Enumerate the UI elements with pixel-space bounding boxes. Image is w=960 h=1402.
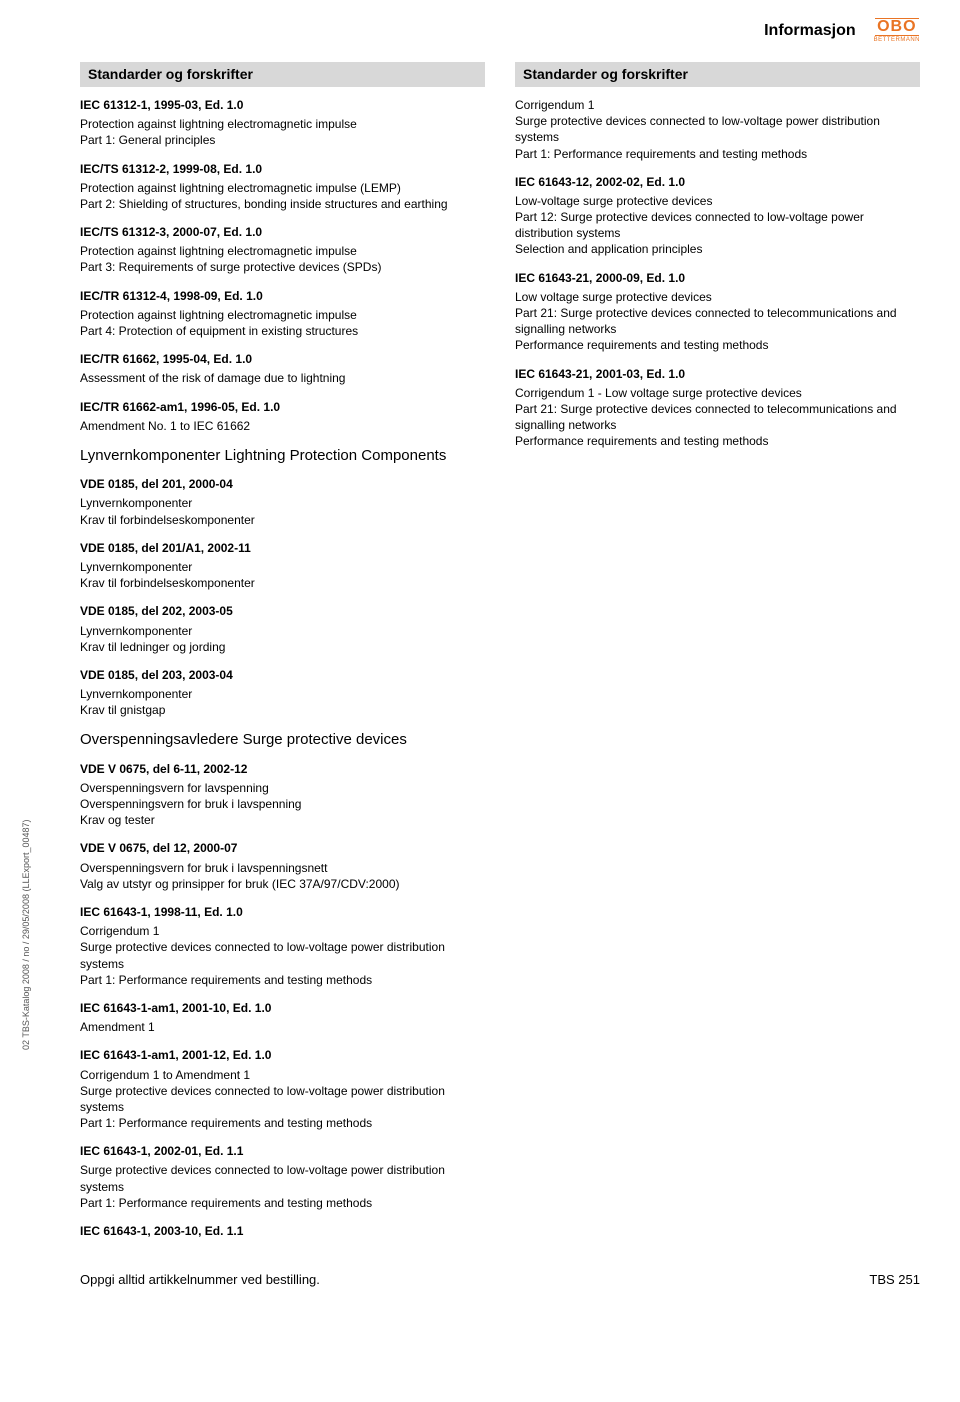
right-section-header: Standarder og forskrifter xyxy=(515,62,920,87)
entry-title: VDE V 0675, del 12, 2000-07 xyxy=(80,840,485,856)
entry-title: IEC 61643-1-am1, 2001-10, Ed. 1.0 xyxy=(80,1000,485,1016)
entry-body: Lynvernkomponenter Krav til forbindelses… xyxy=(80,559,485,591)
entry-title: IEC/TS 61312-3, 2000-07, Ed. 1.0 xyxy=(80,224,485,240)
entry-body: Protection against lightning electromagn… xyxy=(80,243,485,275)
standard-entry: IEC/TS 61312-2, 1999-08, Ed. 1.0 Protecti… xyxy=(80,161,485,213)
standard-entry: VDE 0185, del 203, 2003-04 Lynvernkompone… xyxy=(80,667,485,719)
entry-title: VDE 0185, del 201, 2000-04 xyxy=(80,476,485,492)
entry-title: IEC 61643-21, 2000-09, Ed. 1.0 xyxy=(515,270,920,286)
entry-body: Surge protective devices connected to lo… xyxy=(80,1162,485,1211)
entry-title: VDE 0185, del 201/A1, 2002-11 xyxy=(80,540,485,556)
entry-body: Corrigendum 1 - Low voltage surge protec… xyxy=(515,385,920,450)
standard-entry: IEC 61643-12, 2002-02, Ed. 1.0 Low-voltag… xyxy=(515,174,920,258)
entry-title: VDE V 0675, del 6-11, 2002-12 xyxy=(80,761,485,777)
standard-entry: IEC 61643-21, 2001-03, Ed. 1.0 Corrigendu… xyxy=(515,366,920,450)
page-header: Informasjon OBO BETTERMANN xyxy=(80,18,920,44)
entry-body: Overspenningsvern for bruk i lavspenning… xyxy=(80,860,485,892)
entry-title: IEC 61643-1, 2003-10, Ed. 1.1 xyxy=(80,1223,485,1239)
brand-logo: OBO BETTERMANN xyxy=(874,18,920,44)
entry-title: IEC 61643-12, 2002-02, Ed. 1.0 xyxy=(515,174,920,190)
standard-entry: VDE 0185, del 202, 2003-05 Lynvernkompone… xyxy=(80,603,485,655)
entry-body: Lynvernkomponenter Krav til ledninger og… xyxy=(80,623,485,655)
logo-text-bottom: BETTERMANN xyxy=(874,36,920,44)
entry-body: Amendment 1 xyxy=(80,1019,485,1035)
left-column: Standarder og forskrifter IEC 61312-1, 1… xyxy=(80,62,485,1251)
footer-page-number: TBS 251 xyxy=(869,1271,920,1289)
entry-title: IEC/TR 61662-am1, 1996-05, Ed. 1.0 xyxy=(80,399,485,415)
standard-entry: IEC 61643-1-am1, 2001-10, Ed. 1.0 Amendme… xyxy=(80,1000,485,1035)
header-title: Informasjon xyxy=(764,20,856,42)
entry-title: IEC 61643-21, 2001-03, Ed. 1.0 xyxy=(515,366,920,382)
page-footer: Oppgi alltid artikkelnummer ved bestilli… xyxy=(0,1271,960,1299)
footer-page: 251 xyxy=(898,1272,920,1287)
right-column: Standarder og forskrifter Corrigendum 1 … xyxy=(515,62,920,1251)
entry-body: Assessment of the risk of damage due to … xyxy=(80,370,485,386)
entry-body: Overspenningsvern for lavspenning Oversp… xyxy=(80,780,485,829)
entry-title: IEC 61643-1-am1, 2001-12, Ed. 1.0 xyxy=(80,1047,485,1063)
entry-body: Corrigendum 1 Surge protective devices c… xyxy=(515,97,920,162)
standard-entry: VDE 0185, del 201/A1, 2002-11 Lynvernkomp… xyxy=(80,540,485,592)
standard-entry: IEC 61643-1, 2002-01, Ed. 1.1 Surge prote… xyxy=(80,1143,485,1211)
entry-title: IEC 61643-1, 1998-11, Ed. 1.0 xyxy=(80,904,485,920)
subsection-lynvern: Lynvernkomponenter Lightning Protection … xyxy=(80,446,485,466)
footer-note: Oppgi alltid artikkelnummer ved bestilli… xyxy=(80,1271,320,1289)
entry-title: IEC 61643-1, 2002-01, Ed. 1.1 xyxy=(80,1143,485,1159)
standard-entry: IEC 61643-1-am1, 2001-12, Ed. 1.0 Corrige… xyxy=(80,1047,485,1131)
side-catalog-info: 02 TBS-Katalog 2008 / no / 29/05/2008 (L… xyxy=(20,819,32,1050)
footer-prefix: TBS xyxy=(869,1272,894,1287)
entry-title: IEC/TR 61312-4, 1998-09, Ed. 1.0 xyxy=(80,288,485,304)
entry-title: VDE 0185, del 202, 2003-05 xyxy=(80,603,485,619)
subsection-overspenning: Overspenningsavledere Surge protective d… xyxy=(80,730,485,750)
entry-title: VDE 0185, del 203, 2003-04 xyxy=(80,667,485,683)
entry-title: IEC/TS 61312-2, 1999-08, Ed. 1.0 xyxy=(80,161,485,177)
entry-body: Corrigendum 1 Surge protective devices c… xyxy=(80,923,485,988)
entry-body: Lynvernkomponenter Krav til gnistgap xyxy=(80,686,485,718)
entry-body: Protection against lightning electromagn… xyxy=(80,116,485,148)
entry-title: IEC/TR 61662, 1995-04, Ed. 1.0 xyxy=(80,351,485,367)
left-section-header: Standarder og forskrifter xyxy=(80,62,485,87)
standard-entry: IEC/TS 61312-3, 2000-07, Ed. 1.0 Protecti… xyxy=(80,224,485,276)
entry-body: Protection against lightning electromagn… xyxy=(80,307,485,339)
standard-entry: IEC 61643-1, 2003-10, Ed. 1.1 xyxy=(80,1223,485,1239)
standard-entry: VDE V 0675, del 6-11, 2002-12 Overspennin… xyxy=(80,761,485,829)
entry-title: IEC 61312-1, 1995-03, Ed. 1.0 xyxy=(80,97,485,113)
entry-body: Low voltage surge protective devices Par… xyxy=(515,289,920,354)
standard-entry: IEC 61643-1, 1998-11, Ed. 1.0 Corrigendum… xyxy=(80,904,485,988)
entry-body: Amendment No. 1 to IEC 61662 xyxy=(80,418,485,434)
standard-entry: IEC 61643-21, 2000-09, Ed. 1.0 Low voltag… xyxy=(515,270,920,354)
entry-body: Lynvernkomponenter Krav til forbindelses… xyxy=(80,495,485,527)
entry-body: Corrigendum 1 to Amendment 1 Surge prote… xyxy=(80,1067,485,1132)
entry-body: Protection against lightning electromagn… xyxy=(80,180,485,212)
standard-entry: Corrigendum 1 Surge protective devices c… xyxy=(515,97,920,162)
standard-entry: IEC/TR 61312-4, 1998-09, Ed. 1.0 Protecti… xyxy=(80,288,485,340)
entry-body: Low-voltage surge protective devices Par… xyxy=(515,193,920,258)
standard-entry: VDE V 0675, del 12, 2000-07 Overspennings… xyxy=(80,840,485,892)
logo-text-top: OBO xyxy=(875,18,918,36)
standard-entry: VDE 0185, del 201, 2000-04 Lynvernkompone… xyxy=(80,476,485,528)
standard-entry: IEC 61312-1, 1995-03, Ed. 1.0 Protection … xyxy=(80,97,485,149)
standard-entry: IEC/TR 61662-am1, 1996-05, Ed. 1.0 Amendm… xyxy=(80,399,485,434)
standard-entry: IEC/TR 61662, 1995-04, Ed. 1.0 Assessment… xyxy=(80,351,485,386)
